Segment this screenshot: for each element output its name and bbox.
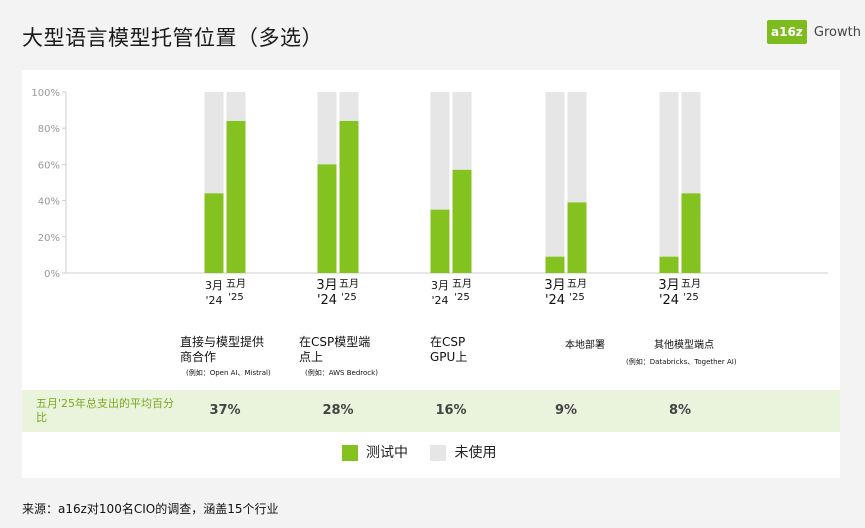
y-tick-label: 100% — [31, 88, 60, 99]
x-tick-label-year: '24 — [205, 294, 222, 307]
x-tick-label-month: 五月 — [452, 278, 472, 290]
y-tick-label: 60% — [38, 160, 60, 171]
x-tick-label-year: '25 — [569, 292, 584, 303]
spend-share-value: 8% — [668, 403, 692, 418]
bar-tested — [430, 209, 450, 273]
x-tick-label-month: 3月 — [205, 279, 223, 292]
legend-label-unused: 未使用 — [454, 445, 497, 461]
source-note: 来源：a16z对100名CIO的调查，涵盖15个行业 — [22, 502, 279, 516]
x-tick-label-year: '24 — [317, 293, 337, 308]
bar-background — [545, 92, 565, 273]
logo-mark: a16z — [767, 20, 807, 44]
x-tick-label-month: 3月 — [544, 278, 565, 293]
x-tick-label-month: 五月 — [339, 278, 359, 290]
x-tick-label-year: '25 — [341, 292, 356, 303]
spend-share-row: 五月'25年总支出的平均百分比 37% 28% 16% 9% 8% — [22, 390, 840, 432]
spend-share-value: 37% — [209, 403, 241, 418]
x-tick-label-month: 3月 — [658, 278, 679, 293]
y-tick-label: 20% — [38, 233, 60, 244]
x-tick-label-year: '25 — [228, 292, 243, 303]
x-tick-label-year: '25 — [454, 292, 469, 303]
bar-tested — [317, 164, 337, 273]
legend-swatch-unused — [430, 445, 447, 461]
legend-swatch-tested — [342, 445, 358, 461]
bar-background — [659, 92, 679, 273]
y-tick-label: 80% — [38, 124, 60, 135]
category-example: (例如：AWS Bedrock) — [305, 369, 378, 377]
bar-tested — [339, 120, 359, 274]
x-tick-label-month: 五月 — [226, 278, 246, 290]
bar-chart: 0%20%40%60%80%100%3月'24五月'253月'24五月'253月… — [31, 88, 828, 308]
bar-tested — [204, 193, 224, 273]
x-tick-label-year: '24 — [545, 293, 565, 308]
category-example: (例如：Databricks、Together AI) — [626, 358, 737, 366]
a16z-growth-logo: a16z Growth — [767, 20, 861, 44]
logo-text: Growth — [813, 24, 861, 40]
page-title: 大型语言模型托管位置（多选） — [22, 26, 323, 50]
category-label: 直接与模型提供商合作 — [180, 335, 265, 364]
category-label: 其他模型端点 — [654, 340, 714, 351]
legend-item-unused: 未使用 — [430, 442, 496, 462]
legend-label-tested: 测试中 — [366, 445, 408, 461]
bar-tested — [681, 193, 701, 273]
x-tick-label-year: '25 — [683, 292, 698, 303]
bar-tested — [659, 256, 679, 273]
x-tick-label-year: '24 — [431, 294, 448, 307]
x-tick-label-year: '24 — [659, 293, 679, 308]
spend-share-value: 28% — [322, 403, 354, 418]
category-example: (例如：Open AI、Mistral) — [186, 369, 271, 377]
x-tick-label-month: 3月 — [431, 279, 449, 292]
bar-tested — [226, 120, 246, 274]
y-tick-label: 40% — [38, 197, 60, 208]
legend: 测试中 未使用 — [342, 442, 514, 462]
category-label: 在CSP GPU上 — [430, 335, 468, 364]
bar-tested — [545, 256, 565, 273]
spend-share-label: 五月'25年总支出的平均百分比 — [36, 397, 175, 424]
category-label: 在CSP模型端点上 — [299, 335, 371, 364]
y-tick-label: 0% — [44, 269, 60, 280]
category-label: 本地部署 — [565, 340, 605, 351]
chart-card: 0% 20% 40% 60% 80% 100% 3月 '24 五月 '25 3月 '24 五月 '25 3月… — [22, 70, 840, 478]
x-tick-label-month: 3月 — [316, 278, 337, 293]
spend-share-value: 9% — [554, 403, 578, 418]
spend-share-value: 16% — [435, 403, 467, 418]
bar-tested — [452, 169, 472, 273]
x-tick-label-month: 五月 — [681, 278, 701, 290]
legend-item-tested: 测试中 — [342, 442, 408, 462]
bar-tested — [567, 202, 587, 273]
x-tick-label-month: 五月 — [567, 278, 587, 290]
